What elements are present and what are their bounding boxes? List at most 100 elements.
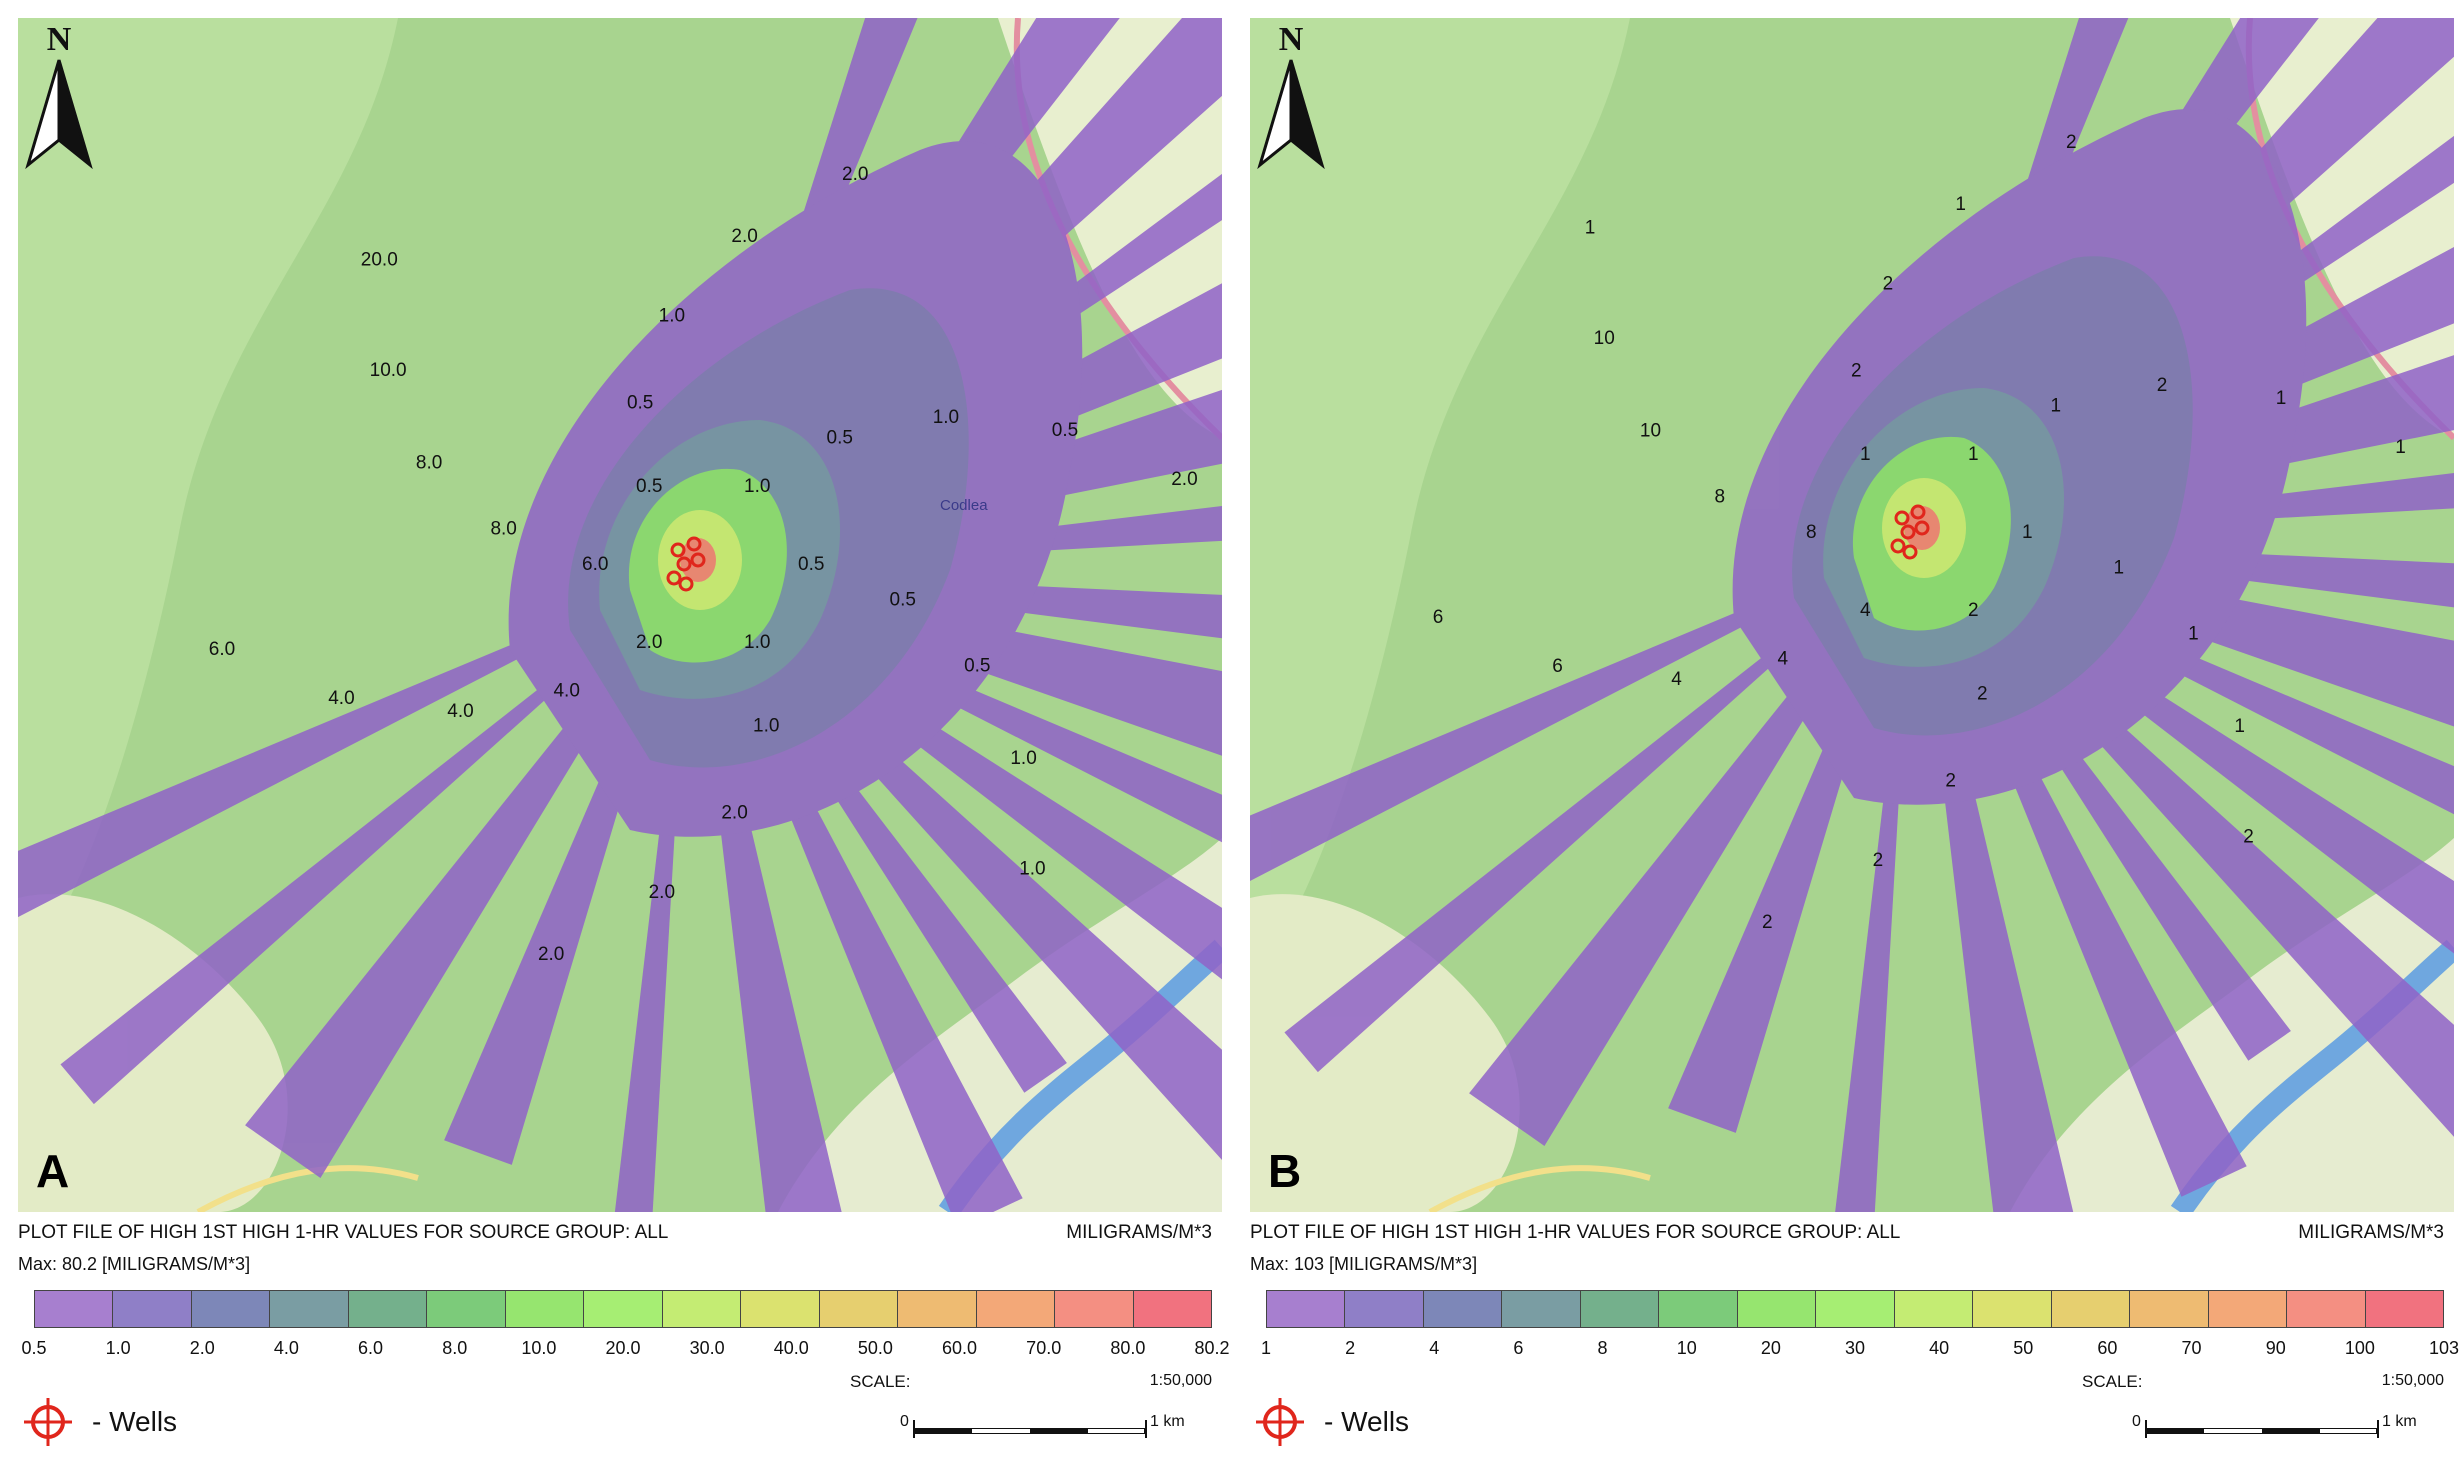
color-scale-segment <box>976 1291 1056 1327</box>
well-marker-icon[interactable] <box>1890 538 1906 554</box>
color-scale-segment <box>898 1291 977 1327</box>
color-scale-segment <box>2287 1291 2366 1327</box>
contour-label: 1 <box>2051 396 2062 417</box>
panel-letter: A <box>36 1145 70 1197</box>
scale-bar: 0 1 km <box>2132 1413 2417 1438</box>
color-scale-segment <box>35 1291 114 1327</box>
color-scale-segment <box>348 1291 428 1327</box>
color-scale-tick-label: 1.0 <box>105 1338 131 1358</box>
wells-legend: - Wells <box>18 1392 177 1452</box>
well-marker-icon[interactable] <box>1902 544 1918 560</box>
contour-label: 1 <box>1955 194 1966 215</box>
color-scale-segment <box>741 1291 820 1327</box>
well-marker-icon[interactable] <box>670 542 686 558</box>
color-scale-tick-label: 90 <box>2265 1338 2286 1358</box>
wells-label: - Wells <box>92 1406 178 1437</box>
color-scale-tick-label: 103 <box>2428 1338 2460 1358</box>
valley-fields <box>18 894 288 1212</box>
contour-label: 4.0 <box>553 680 579 701</box>
well-marker-icon[interactable] <box>676 556 692 572</box>
color-scale-tick-label: 40 <box>1929 1338 1950 1358</box>
color-scale-segment <box>1816 1291 1895 1327</box>
valley-fields <box>1250 894 1520 1212</box>
legend-title: PLOT FILE OF HIGH 1ST HIGH 1-HR VALUES F… <box>1250 1222 1901 1243</box>
contour-label: 0.5 <box>964 656 990 677</box>
contour-label: 1.0 <box>1010 748 1036 769</box>
color-scale-tick-label: 6 <box>1513 1338 1524 1358</box>
map-a[interactable]: 0.5 0.5 0.5 1.0 1.0 1.0 1.0 2.0 2.0 2.0 2.0 4.0 4.0 4… <box>18 18 1222 1212</box>
place-label: Codlea <box>940 497 988 514</box>
color-scale-ticks: 0.5 1.0 2.0 4.0 6.0 8.0 10.0 20.0 30.0 40.0 50.0 60… <box>21 1338 1229 1362</box>
contour-label: 2 <box>2157 375 2168 396</box>
color-scale-tick-label: 4 <box>1429 1338 1440 1358</box>
color-scale-segment <box>819 1291 899 1327</box>
color-scale-segment <box>1580 1291 1660 1327</box>
contour-label: 1 <box>1585 217 1596 238</box>
scale-bar: 0 1 km <box>900 1413 1185 1438</box>
contour-labels: 0.5 0.5 0.5 1.0 1.0 1.0 1.0 2.0 2.0 2.0 2.0 4.0 4.0 4… <box>209 164 1198 965</box>
contour-label: 0.5 <box>827 428 853 449</box>
contour-label: 0.5 <box>627 392 653 413</box>
color-scale-tick-label: 10 <box>1676 1338 1697 1358</box>
color-scale-tick-label: 20 <box>1760 1338 1781 1358</box>
color-scale-tick-label: 100 <box>2344 1338 2375 1358</box>
color-scale-tick-label: 1 <box>1260 1338 1272 1358</box>
dispersion-plume <box>1250 18 2454 1212</box>
color-scale-segment <box>1502 1291 1581 1327</box>
contour-label: 1.0 <box>659 305 685 326</box>
well-marker-icon[interactable] <box>690 552 706 568</box>
contour-label: 1 <box>2022 522 2033 543</box>
contour-label: 1.0 <box>1019 859 1045 880</box>
well-marker-icon[interactable] <box>1900 524 1916 540</box>
contour-label: 2.0 <box>721 803 747 824</box>
contour-label: 2 <box>1873 850 1884 871</box>
color-scale-tick-label: 8 <box>1597 1338 1608 1358</box>
well-marker-icon <box>24 1398 72 1446</box>
scale-start: 0 <box>900 1413 909 1430</box>
wells-legend: - Wells <box>1250 1392 1409 1452</box>
color-scale-segment <box>427 1291 506 1327</box>
contour-label: 20.0 <box>361 249 398 270</box>
legend-units: MILIGRAMS/M*3 <box>1066 1222 1212 1243</box>
contour-label: 0.5 <box>636 476 662 497</box>
plume-hotspot <box>680 538 716 582</box>
contour-label: 1 <box>2188 624 2199 645</box>
contour-label: 0.5 <box>1052 420 1078 441</box>
well-marker-icon[interactable] <box>1910 504 1926 520</box>
color-scale-tick-label: 2.0 <box>189 1338 215 1358</box>
contour-label: 1 <box>2234 716 2245 737</box>
scale-value: 1:50,000 <box>1149 1372 1212 1389</box>
color-scale-tick-label: 50.0 <box>857 1338 893 1358</box>
legend-max: Max: 103 [MILIGRAMS/M*3] <box>1250 1254 1478 1274</box>
color-scale-tick-label: 70.0 <box>1026 1338 1062 1358</box>
contour-label: 2.0 <box>636 632 662 653</box>
north-arrow-icon: N <box>25 21 93 170</box>
contour-label: 4 <box>1671 669 1682 690</box>
plume-ray <box>1914 355 2454 538</box>
scale-start: 0 <box>2132 1413 2141 1430</box>
contour-label: 8 <box>1714 487 1725 508</box>
contour-label: 1.0 <box>753 716 779 737</box>
secondary-road <box>1428 1165 1651 1212</box>
color-scale-segment <box>191 1291 271 1327</box>
plume-ray <box>60 570 691 1105</box>
panel-letter: B <box>1268 1145 1302 1197</box>
well-marker-icon[interactable] <box>1914 520 1930 536</box>
contour-label: 2.0 <box>842 164 868 185</box>
contour-label: 6 <box>1552 656 1563 677</box>
map-b[interactable]: 1 1 1 1 2 2 2 2 2 2 4 4 4 6 6 8 8 10 10 1 1 2 2 1 2 1 1 2 1 1 N B <box>1250 18 2454 1212</box>
contour-label: 1 <box>1860 444 1871 465</box>
well-marker-icon[interactable] <box>1894 510 1910 526</box>
forest-lighter <box>1250 18 1630 978</box>
contour-label: 1 <box>2395 437 2406 458</box>
color-scale-tick-label: 30.0 <box>689 1338 725 1358</box>
contour-label: 2.0 <box>649 882 675 903</box>
color-scale-ticks: 1 2 4 6 8 10 20 30 40 50 60 70 90 100 103 <box>1261 1338 2459 1362</box>
well-marker-icon[interactable] <box>666 570 682 586</box>
north-label: N <box>47 21 72 58</box>
contour-label: 1.0 <box>744 632 770 653</box>
color-scale-tick-label: 60 <box>2097 1338 2118 1358</box>
color-scale-tick-label: 80.0 <box>1110 1338 1146 1358</box>
well-marker-icon[interactable] <box>686 536 702 552</box>
well-marker-icon[interactable] <box>678 576 694 592</box>
